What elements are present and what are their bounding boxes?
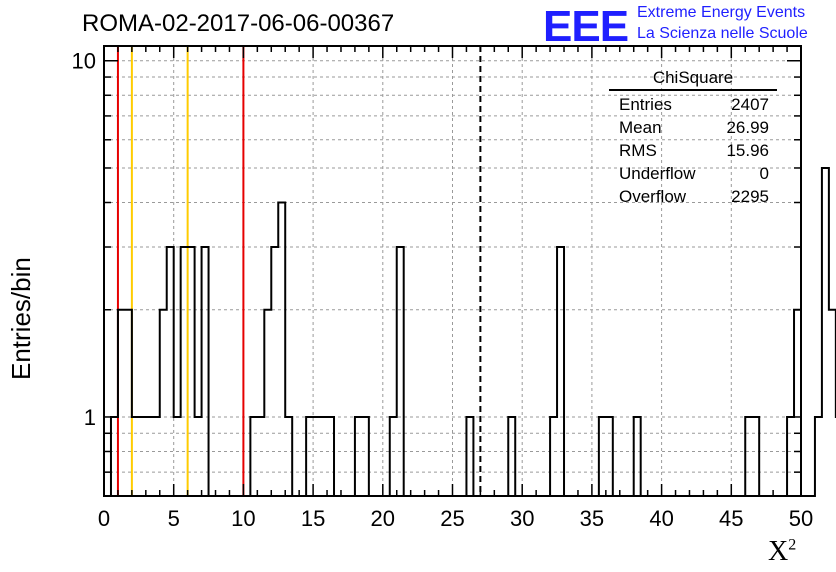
stats-label: RMS: [619, 141, 657, 160]
histogram-bin: [390, 417, 397, 496]
histogram-bin: [153, 417, 160, 496]
y-tick-label: 1: [84, 405, 96, 430]
histogram-bin: [146, 417, 153, 496]
stats-row-underflow: Underflow 0: [609, 162, 777, 185]
stats-title: ChiSquare: [609, 68, 777, 91]
logo-line-2: La Scienza nelle Scuole: [637, 25, 808, 42]
histogram-bin: [132, 417, 139, 496]
stats-value: 2407: [731, 95, 769, 114]
histogram-bin: [257, 417, 264, 496]
histogram-bin: [550, 417, 557, 496]
histogram-bin: [285, 417, 292, 496]
histogram-series: [104, 166, 836, 497]
stats-value: 0: [759, 164, 769, 183]
histogram-bin: [313, 417, 320, 496]
stats-row-overflow: Overflow 2295: [609, 185, 777, 208]
histogram-bin: [794, 310, 801, 496]
histogram-bin: [752, 417, 759, 496]
eee-logo: EEE: [543, 2, 629, 51]
stats-box: ChiSquare Entries 2407 Mean 26.99 RMS 15.96 Un…: [609, 68, 777, 208]
histogram-bin: [557, 247, 564, 496]
stats-label: Underflow: [619, 164, 696, 183]
histogram-bin: [829, 310, 836, 496]
histogram-bin: [606, 417, 613, 496]
x-axis-label: X2: [768, 536, 797, 567]
x-tick-label: 50: [789, 506, 813, 531]
histogram-bin: [125, 310, 132, 496]
x-tick-label: 25: [440, 506, 464, 531]
histogram-bin: [167, 247, 174, 496]
histogram-bin: [160, 310, 167, 496]
histogram-bin: [815, 417, 822, 496]
histogram-bin: [362, 417, 369, 496]
y-tick-label: 10: [72, 49, 96, 74]
stats-value: 2295: [731, 187, 769, 206]
histogram-bin: [139, 417, 146, 496]
histogram-bin: [634, 417, 641, 496]
histogram-bin: [195, 417, 202, 496]
histogram-bin: [599, 417, 606, 496]
x-tick-label: 0: [98, 506, 110, 531]
histogram-bin: [466, 417, 473, 496]
chart-title: ROMA-02-2017-06-06-00367: [82, 10, 395, 37]
stats-row-entries: Entries 2407: [609, 93, 777, 116]
histogram-bin: [355, 417, 362, 496]
histogram-bin: [271, 247, 278, 496]
x-tick-label: 35: [580, 506, 604, 531]
stats-label: Overflow: [619, 187, 687, 206]
x-axis-label-superscript: 2: [788, 536, 797, 554]
x-tick-label: 30: [510, 506, 534, 531]
stats-label: Mean: [619, 118, 662, 137]
histogram-bin: [508, 417, 515, 496]
histogram-bin: [397, 247, 404, 496]
stats-value: 26.99: [726, 118, 769, 137]
histogram-bin: [181, 247, 188, 496]
histogram-bin: [787, 417, 794, 496]
histogram-bin: [188, 247, 195, 496]
histogram-bin: [822, 168, 829, 496]
x-tick-label: 40: [649, 506, 673, 531]
histogram-bin: [745, 417, 752, 496]
histogram-bin: [264, 310, 271, 496]
x-tick-label: 5: [168, 506, 180, 531]
logo-line-1: Extreme Energy Events: [637, 4, 806, 21]
x-tick-label: 20: [371, 506, 395, 531]
histogram-bin: [327, 417, 334, 496]
histogram-bin: [250, 417, 257, 496]
histogram-bin: [174, 417, 181, 496]
histogram-bin: [306, 417, 313, 496]
stats-label: Entries: [619, 95, 672, 114]
stats-value: 15.96: [726, 141, 769, 160]
x-tick-label: 15: [301, 506, 325, 531]
histogram-bin: [118, 310, 125, 496]
x-tick-label: 10: [231, 506, 255, 531]
stats-row-mean: Mean 26.99: [609, 116, 777, 139]
histogram-bin: [202, 247, 209, 496]
stats-row-rms: RMS 15.96: [609, 139, 777, 162]
histogram-bin: [320, 417, 327, 496]
histogram-bin: [111, 417, 118, 496]
x-tick-label: 45: [719, 506, 743, 531]
